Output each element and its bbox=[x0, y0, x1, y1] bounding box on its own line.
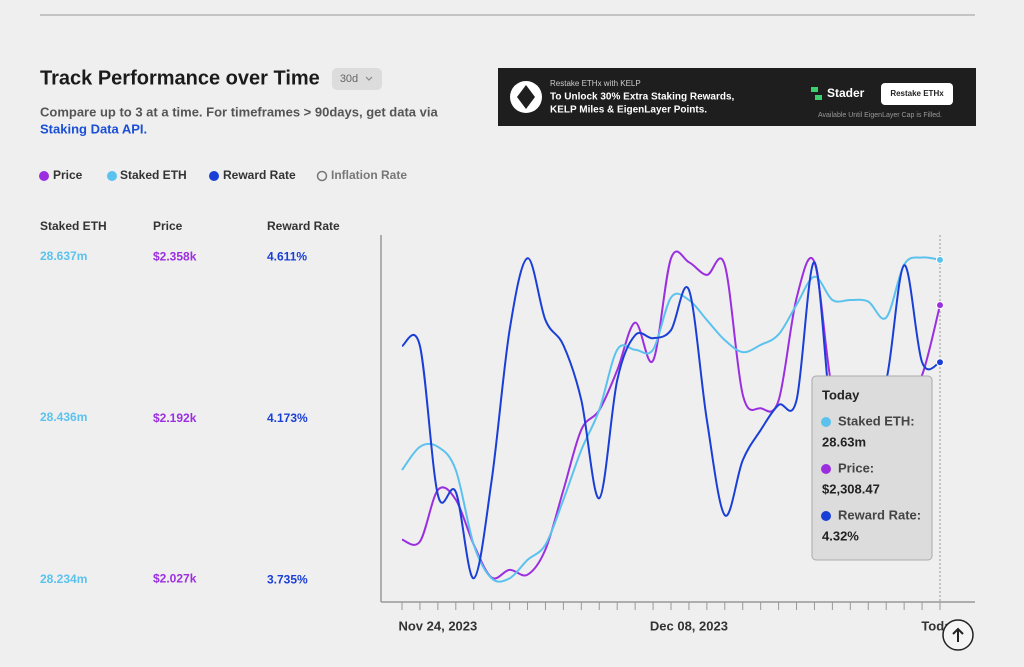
y-tick-label: 3.735% bbox=[267, 572, 308, 586]
series-line bbox=[401, 256, 941, 583]
banner-line: To Unlock 30% Extra Staking Rewards, bbox=[550, 92, 735, 103]
tooltip-value: 4.32% bbox=[822, 528, 859, 543]
y-tick-label: 28.436m bbox=[40, 410, 87, 424]
banner-small: Restake ETHx with KELP bbox=[550, 79, 641, 88]
legend-dot[interactable] bbox=[107, 171, 117, 181]
scroll-top-arrow bbox=[952, 627, 964, 642]
timeframe-select[interactable]: 30d bbox=[332, 68, 382, 90]
y-tick-label: $2.358k bbox=[153, 250, 197, 264]
tooltip-label: Reward Rate: bbox=[838, 507, 921, 522]
column-header: Price bbox=[153, 219, 183, 233]
stader-logo bbox=[811, 87, 822, 100]
tooltip-label: Staked ETH: bbox=[838, 413, 915, 428]
banner[interactable]: Restake ETHx with KELP To Unlock 30% Ext… bbox=[498, 68, 976, 126]
tooltip-box bbox=[811, 375, 933, 561]
legend-label: Price bbox=[53, 168, 83, 182]
y-tick-label: 4.173% bbox=[267, 411, 308, 425]
tooltip-title: Today bbox=[822, 387, 860, 402]
timeframe-value[interactable]: 30d bbox=[340, 73, 358, 85]
plot: $2.358k $2.192k $2.027k 28.637m 28.436m 28.23… bbox=[40, 235, 975, 633]
column-header: Reward Rate bbox=[267, 219, 340, 233]
scroll-top-button[interactable] bbox=[942, 619, 974, 651]
banner-brand: Stader bbox=[827, 86, 865, 100]
api-link[interactable]: Staking Data API. bbox=[40, 121, 147, 136]
tooltip-dot bbox=[821, 417, 831, 427]
x-tick-label: Dec 08, 2023 bbox=[650, 618, 728, 633]
timeframe-pill[interactable] bbox=[332, 68, 382, 90]
tooltip: Today Staked ETH: 28.63m Price: $2,308.4… bbox=[811, 375, 933, 561]
page-title: Track Performance over Time bbox=[40, 67, 320, 89]
y-tick-label: 28.637m bbox=[40, 249, 87, 263]
hover-dot bbox=[936, 255, 944, 264]
chevron bbox=[365, 76, 373, 81]
subtitle: Compare up to 3 at a time. For timeframe… bbox=[40, 104, 438, 119]
banner-note: Available Until EigenLayer Cap is Filled… bbox=[818, 112, 942, 119]
hover-dot bbox=[936, 358, 944, 367]
y-tick-label: $2.027k bbox=[153, 572, 197, 586]
tooltip-dot bbox=[821, 464, 831, 474]
tooltip-value: 28.63m bbox=[822, 434, 866, 449]
legend-ring[interactable] bbox=[316, 170, 328, 182]
column-header: Staked ETH bbox=[40, 219, 107, 233]
tooltip-dot bbox=[821, 511, 831, 521]
y-tick-label: 4.611% bbox=[267, 249, 307, 263]
column-headers: Staked ETH Price Reward Rate bbox=[40, 219, 340, 233]
tooltip-label: Price: bbox=[838, 460, 874, 475]
banner-button[interactable] bbox=[881, 83, 953, 105]
hover-dot bbox=[936, 301, 944, 310]
banner-button-label[interactable]: Restake ETHx bbox=[890, 89, 944, 98]
tooltip-value: $2,308.47 bbox=[822, 481, 880, 496]
legend-dot[interactable] bbox=[39, 171, 49, 181]
x-tick-label: Nov 24, 2023 bbox=[398, 618, 477, 633]
y-tick-label: $2.192k bbox=[153, 411, 197, 425]
kelp-logo-mark bbox=[517, 85, 535, 109]
legend-label[interactable]: Inflation Rate bbox=[331, 168, 407, 182]
banner-line: KELP Miles & EigenLayer Points. bbox=[550, 105, 707, 116]
legend-label: Reward Rate bbox=[223, 168, 296, 182]
legend-label: Staked ETH bbox=[120, 168, 187, 182]
legend-dot[interactable] bbox=[209, 171, 219, 181]
y-tick-label: 28.234m bbox=[40, 572, 87, 586]
legend: Inflation Rate Price Staked ETH Reward Rat… bbox=[39, 168, 407, 182]
